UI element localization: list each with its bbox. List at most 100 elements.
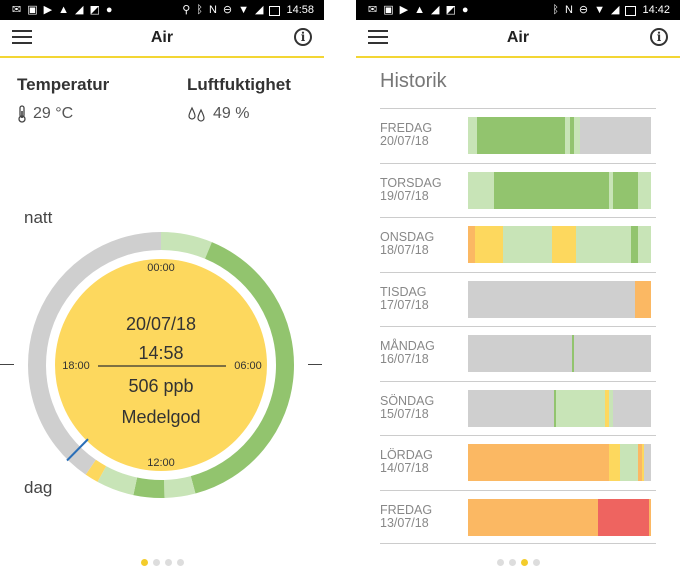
history-day-bar — [468, 498, 651, 536]
history-date: 20/07/18 — [380, 134, 429, 148]
history-day-row[interactable]: FREDAG 13/07/18 — [380, 489, 656, 545]
thermometer-icon — [18, 105, 26, 123]
dial-label-top: 00:00 — [147, 262, 175, 274]
dial-quality: Medelgod — [121, 407, 201, 427]
history-bar-segment — [493, 171, 609, 209]
warning-icon: ▲ — [58, 4, 69, 16]
info-icon[interactable]: i — [650, 28, 668, 46]
history-weekday: MÅNDAG — [380, 339, 435, 353]
history-day-row[interactable]: TISDAG 17/07/18 — [380, 271, 656, 327]
history-bar-segment — [608, 444, 620, 481]
history-bar-segment — [552, 226, 576, 263]
image-icon: ▣ — [383, 4, 394, 16]
page-dot[interactable] — [496, 559, 504, 566]
app-icon: ● — [105, 4, 113, 16]
image-icon: ▣ — [27, 4, 38, 16]
history-day-label: FREDAG 13/07/18 — [380, 503, 432, 530]
history-bar-segment — [468, 335, 573, 372]
dial-label-bottom: 12:00 — [147, 457, 175, 469]
history-day-label: TISDAG 17/07/18 — [380, 285, 429, 312]
history-day-row[interactable]: FREDAG 20/07/18 — [380, 108, 656, 163]
history-day-row[interactable]: MÅNDAG 16/07/18 — [380, 326, 656, 381]
page-dot[interactable] — [508, 559, 516, 566]
wifi-icon: ▼ — [238, 4, 249, 16]
app-icon: ◩ — [445, 4, 456, 16]
history-bar-segment — [477, 117, 565, 154]
page-indicator — [0, 559, 324, 566]
history-bar-segment — [641, 444, 644, 481]
page-dot[interactable] — [152, 559, 160, 566]
page-dot[interactable] — [532, 559, 540, 566]
dial-time: 14:58 — [138, 343, 184, 363]
warning-icon: ▲ — [414, 4, 425, 16]
page-dot[interactable] — [140, 559, 148, 566]
history-bar-segment — [634, 280, 651, 318]
history-day-row[interactable]: TORSDAG 19/07/18 — [380, 162, 656, 218]
history-bar-segment — [574, 335, 651, 372]
clock: 14:42 — [642, 4, 670, 16]
history-bar-segment — [605, 389, 609, 427]
location-icon: ⚲ — [182, 4, 191, 16]
app-icon: ◢ — [430, 4, 440, 16]
history-date: 14/07/18 — [380, 461, 429, 475]
history-date: 16/07/18 — [380, 352, 429, 366]
menu-icon[interactable] — [368, 30, 388, 44]
gmail-icon: ✉ — [12, 4, 22, 16]
youtube-icon: ▶ — [399, 4, 409, 16]
humidity-label: Luftfuktighet — [187, 75, 291, 94]
history-weekday: LÖRDAG — [380, 448, 433, 462]
history-day-row[interactable]: SÖNDAG 15/07/18 — [380, 380, 656, 436]
menu-icon[interactable] — [12, 30, 32, 44]
history-bar-segment — [468, 444, 609, 481]
history-date: 18/07/18 — [380, 243, 429, 257]
dnd-icon: ⊖ — [578, 4, 589, 16]
status-bar: ✉ ▣ ▶ ▲ ◢ ◩ ● ⚲ ᛒ N ⊖ ▼ ◢ 14:58 — [0, 0, 324, 20]
history-bar-segment — [575, 226, 631, 263]
history-date: 19/07/18 — [380, 188, 429, 203]
dial-label-left: 18:00 — [62, 360, 90, 372]
temperature-label: Temperatur — [17, 75, 110, 94]
history-bar-segment — [468, 498, 598, 536]
history-bar-segment — [555, 389, 606, 427]
history-bottom-line — [380, 543, 656, 544]
app-icon: ◩ — [89, 4, 100, 16]
nfc-icon: N — [564, 4, 573, 16]
ring-segment — [190, 242, 294, 494]
ring-segment — [85, 459, 107, 482]
air-quality-dial[interactable] — [26, 230, 296, 500]
history-day-label: MÅNDAG 16/07/18 — [380, 340, 435, 366]
ring-segment — [163, 476, 196, 498]
left-tick — [0, 364, 14, 365]
dnd-icon: ⊖ — [222, 4, 233, 16]
wifi-icon: ▼ — [594, 4, 605, 16]
dial-face — [55, 259, 267, 471]
dial-value: 506 ppb — [128, 376, 194, 396]
history-day-label: LÖRDAG 14/07/18 — [380, 449, 433, 475]
app-icon: ● — [461, 4, 469, 16]
history-weekday: ONSDAG — [380, 230, 435, 244]
history-day-bar — [468, 389, 651, 427]
ring-segment — [28, 232, 162, 475]
page-dot[interactable] — [176, 559, 184, 566]
page-dot[interactable] — [164, 559, 172, 566]
history-bar-segment — [630, 226, 639, 263]
ring-segment — [160, 232, 212, 259]
ring-segment — [97, 465, 138, 496]
history-date: 15/07/18 — [380, 406, 429, 421]
notification-icons: ✉ ▣ ▶ ▲ ◢ ◩ ● — [12, 3, 113, 17]
history-day-bar — [468, 226, 651, 263]
history-day-label: SÖNDAG 15/07/18 — [380, 394, 434, 421]
history-day-row[interactable]: ONSDAG 18/07/18 — [380, 217, 656, 272]
page-dot[interactable] — [520, 559, 528, 566]
right-tick — [308, 364, 322, 365]
status-bar: ✉ ▣ ▶ ▲ ◢ ◩ ● ᛒ N ⊖ ▼ ◢ 14:42 — [356, 0, 680, 20]
bluetooth-icon: ᛒ — [196, 4, 203, 16]
history-bar-segment — [570, 117, 575, 154]
info-icon[interactable]: i — [294, 28, 312, 46]
ring-segments — [28, 232, 294, 498]
humidity-metric: Luftfuktighet 49 % — [187, 75, 291, 123]
history-weekday: TORSDAG — [380, 175, 442, 190]
history-day-row[interactable]: LÖRDAG 14/07/18 — [380, 435, 656, 490]
battery-icon — [625, 6, 637, 16]
history-day-bar — [468, 335, 651, 372]
